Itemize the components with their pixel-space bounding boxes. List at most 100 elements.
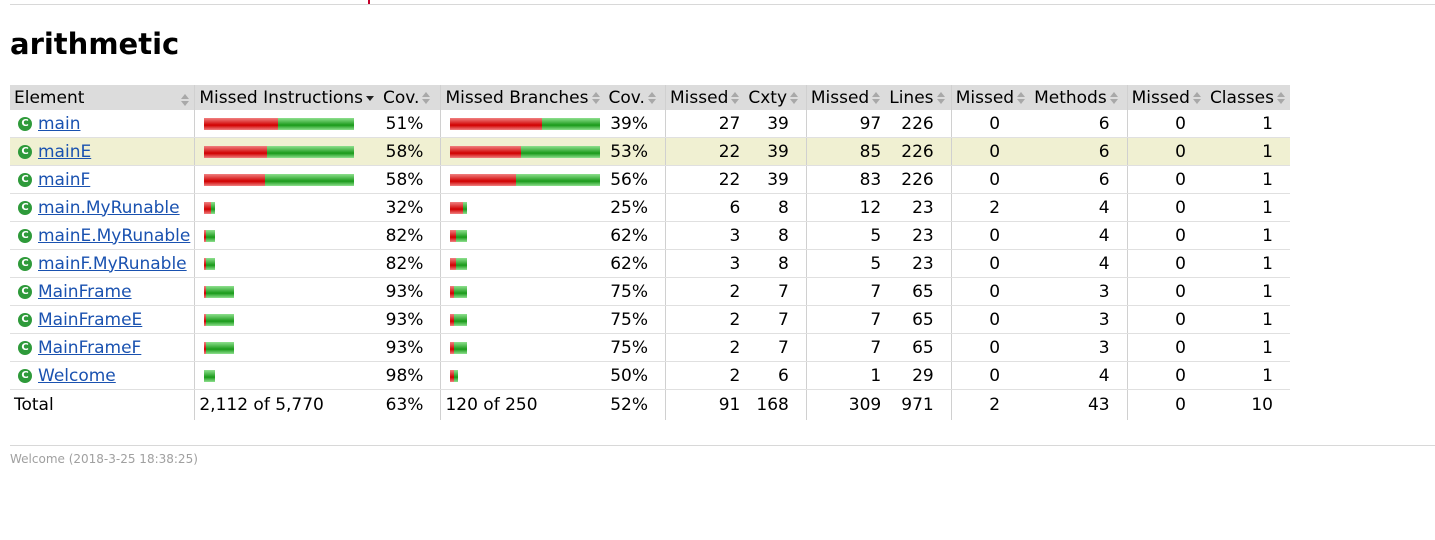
col-header-missed-classes[interactable]: Missed [1126, 85, 1206, 110]
missed-bar [204, 229, 207, 242]
branch-coverage-bar [450, 201, 600, 214]
cxty: 39 [744, 137, 807, 166]
missed-bar [450, 117, 543, 130]
col-header-cxty[interactable]: Cxty [744, 85, 807, 110]
classes: 1 [1205, 110, 1290, 138]
missed-bar [204, 117, 279, 130]
instr-cov: 82% [378, 249, 441, 278]
methods: 4 [1030, 193, 1128, 222]
methods-missed: 0 [950, 333, 1031, 362]
class-icon: C [18, 144, 32, 159]
class-icon: C [18, 200, 32, 215]
col-header-classes[interactable]: Classes [1205, 85, 1290, 110]
element-cell: C MainFrameE [10, 305, 195, 334]
col-header-instr-cov[interactable]: Cov. [378, 85, 441, 110]
total-cxty: 168 [756, 395, 789, 415]
branch-cov: 62% [604, 221, 666, 250]
element-link[interactable]: MainFrameF [38, 337, 142, 358]
methods-missed: 0 [950, 305, 1031, 334]
element-link[interactable]: MainFrameE [38, 309, 143, 330]
sort-icon [1276, 91, 1286, 105]
col-header-element[interactable]: Element [10, 85, 195, 110]
table-row: C Welcome 98% 50% 2 6 1 29 0 4 0 1 [10, 361, 1290, 390]
element-link[interactable]: mainF.MyRunable [38, 253, 187, 274]
sort-icon [180, 93, 190, 107]
class-icon: C [18, 256, 32, 271]
lines-missed: 5 [805, 221, 886, 250]
cxty-missed: 2 [665, 361, 745, 390]
col-header-missed-cxty[interactable]: Missed [665, 85, 745, 110]
sort-icon [730, 91, 740, 105]
footer-divider [10, 445, 1435, 446]
covered-bar [521, 145, 601, 158]
branch-cov: 75% [604, 305, 666, 334]
col-header-missed-lines[interactable]: Missed [805, 85, 886, 110]
element-link[interactable]: mainE [38, 141, 92, 162]
missed-bar [204, 341, 207, 354]
branch-bar-cell [440, 361, 605, 390]
covered-bar [206, 257, 216, 270]
classes-missed: 0 [1126, 221, 1206, 250]
element-link[interactable]: MainFrame [38, 281, 132, 302]
branch-coverage-bar [450, 257, 600, 270]
class-icon: C [18, 368, 32, 383]
element-link[interactable]: main.MyRunable [38, 197, 180, 218]
col-header-missed-branches[interactable]: Missed Branches [440, 85, 605, 110]
instr-bar-cell [194, 333, 379, 362]
methods: 3 [1030, 333, 1128, 362]
total-methods-missed: 2 [950, 389, 1031, 420]
cxty-missed: 3 [665, 249, 745, 278]
cxty: 7 [744, 333, 807, 362]
methods-missed: 0 [950, 110, 1031, 138]
missed-bar [450, 229, 457, 242]
class-icon: C [18, 312, 32, 327]
branch-coverage-bar [450, 117, 601, 130]
covered-bar [454, 285, 468, 298]
sort-icon [647, 91, 657, 105]
lines-missed: 1 [805, 361, 886, 390]
coverage-table: Element Missed Instructions Cov. Missed … [10, 85, 1290, 420]
element-link[interactable]: Welcome [38, 365, 116, 386]
missed-bar [450, 173, 517, 186]
missed-bar [450, 145, 522, 158]
col-header-missed-instructions[interactable]: Missed Instructions [194, 85, 379, 110]
classes-missed: 0 [1126, 305, 1206, 334]
covered-bar [206, 313, 235, 326]
instr-bar-cell [194, 361, 379, 390]
lines-missed: 85 [805, 137, 886, 166]
col-header-missed-methods[interactable]: Missed [950, 85, 1031, 110]
col-header-branch-cov[interactable]: Cov. [604, 85, 666, 110]
instr-bar-cell [194, 249, 379, 278]
branch-bar-cell [440, 249, 605, 278]
col-header-lines[interactable]: Lines [885, 85, 952, 110]
branch-cov: 25% [604, 193, 666, 222]
element-cell: C Welcome [10, 361, 195, 390]
lines: 226 [885, 110, 952, 138]
lines: 23 [885, 193, 952, 222]
covered-bar [454, 313, 468, 326]
element-cell: C MainFrameF [10, 333, 195, 362]
covered-bar [211, 201, 216, 214]
element-link[interactable]: mainE.MyRunable [38, 225, 191, 246]
branch-coverage-bar [450, 341, 600, 354]
lines-missed: 12 [805, 193, 886, 222]
class-icon: C [18, 284, 32, 299]
covered-bar [463, 201, 468, 214]
class-icon: C [18, 228, 32, 243]
branch-coverage-bar [450, 173, 601, 186]
page-title: arithmetic [10, 27, 180, 61]
branch-bar-cell [440, 333, 605, 362]
methods-missed: 0 [950, 137, 1031, 166]
class-icon: C [18, 116, 32, 131]
instr-bar-cell [194, 110, 379, 138]
cxty-missed: 2 [665, 333, 745, 362]
classes: 1 [1205, 221, 1290, 250]
element-link[interactable]: mainF [38, 169, 91, 190]
instr-cov: 93% [378, 333, 441, 362]
element-link[interactable]: main [38, 113, 81, 134]
cxty: 7 [744, 305, 807, 334]
col-header-methods[interactable]: Methods [1030, 85, 1128, 110]
branch-cov: 75% [604, 277, 666, 306]
